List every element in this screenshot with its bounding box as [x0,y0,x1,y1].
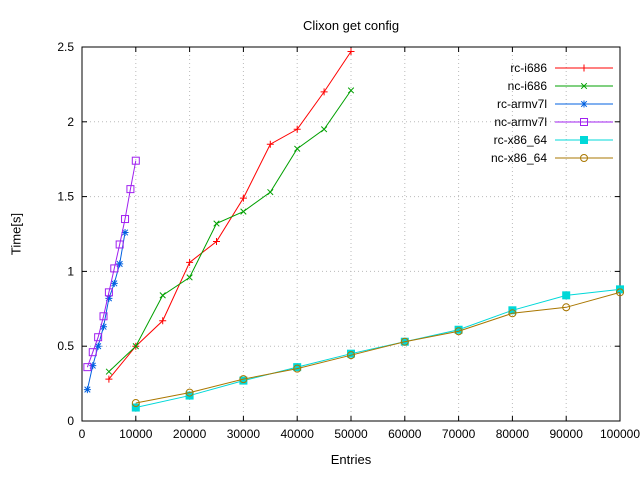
marker-asterisk [83,386,91,394]
x-axis-label: Entries [330,452,372,467]
marker-cross [267,188,274,196]
legend-entry-rc-armv7l: rc-armv7l [497,97,613,111]
marker-circle-open [562,303,571,312]
marker-square-filled [580,136,588,144]
x-tick-label: 70000 [442,427,476,441]
chart-title: Clixon get config [302,18,400,33]
marker-square-open [115,240,124,249]
series-line-rc-x86_64 [135,288,621,409]
marker-square-open [83,363,92,372]
marker-asterisk [105,294,113,302]
marker-asterisk [100,323,108,331]
legend-label: nc-armv7l [494,115,547,129]
marker-circle-open [454,327,463,336]
x-tick-label: 30000 [227,427,261,441]
marker-square-open [110,264,119,273]
marker-plus [186,258,194,266]
y-tick-label: 1.5 [57,190,74,204]
x-tick-label: 10000 [119,427,153,441]
y-tick-label: 0 [67,414,74,428]
marker-cross [105,368,113,375]
marker-circle-open [508,309,517,318]
series-rc-x86_64 [131,285,624,412]
marker-asterisk [116,260,124,268]
marker-asterisk [110,279,118,287]
marker-square-open [131,156,140,165]
marker-cross [159,292,166,299]
x-tick-label: 20000 [173,427,207,441]
series-nc-armv7l [83,156,140,372]
x-tick-label: 50000 [334,427,368,441]
marker-cross [186,274,193,281]
marker-circle-open [131,399,140,408]
marker-asterisk [121,229,129,237]
marker-circle-open [616,288,624,297]
x-tick-label: 60000 [388,427,422,441]
series-line-nc-armv7l [86,160,137,368]
x-tick-label: 100000 [600,427,640,441]
legend-entry-nc-i686: nc-i686 [508,79,613,93]
marker-square-filled [131,403,140,412]
y-tick-label: 0.5 [57,339,74,353]
marker-asterisk [94,342,102,350]
marker-square-open [126,185,135,194]
legend-label: rc-x86_64 [494,133,548,147]
legend-entry-nc-x86_64: nc-x86_64 [491,151,613,165]
marker-cross [294,145,301,152]
x-tick-label: 80000 [496,427,530,441]
marker-plus [266,140,274,148]
series-rc-i686 [105,47,355,383]
marker-circle-open [400,337,409,346]
legend-label: rc-i686 [510,61,547,75]
legend-entry-rc-x86_64: rc-x86_64 [494,133,613,147]
marker-circle-open [239,375,248,384]
marker-cross [580,82,588,90]
marker-square-open [121,215,130,224]
series-nc-i686 [105,87,355,375]
marker-cross [320,126,328,133]
marker-plus [105,375,113,383]
marker-square-open [104,288,113,297]
x-tick-label: 0 [79,427,86,441]
marker-square-open [99,312,108,321]
series-line-nc-x86_64 [135,291,621,404]
series-line-rc-i686 [108,51,352,380]
legend-label: rc-armv7l [497,97,547,111]
marker-circle-open [185,388,194,397]
marker-plus [213,237,220,245]
marker-plus [239,194,247,202]
marker-cross [213,220,220,227]
legend-entry-rc-i686: rc-i686 [510,61,613,75]
y-tick-label: 1 [67,264,74,278]
marker-cross [240,208,247,215]
marker-circle-open [347,351,355,360]
marker-circle-open [293,364,302,373]
legend-label: nc-x86_64 [491,151,547,165]
y-axis-label: Time[s] [8,212,24,256]
marker-asterisk [89,362,97,370]
marker-square-filled [562,291,571,300]
marker-plus [347,47,355,55]
series-line-nc-i686 [108,90,352,372]
x-tick-label: 40000 [281,427,315,441]
legend-entry-nc-armv7l: nc-armv7l [494,115,613,129]
marker-square-open [94,333,103,342]
marker-plus [580,64,588,72]
legend-label: nc-i686 [508,79,548,93]
marker-square-open [580,118,588,126]
marker-plus [320,88,328,96]
y-tick-label: 2.5 [57,40,74,54]
marker-circle-open [580,154,588,162]
marker-square-open [88,348,97,357]
marker-cross [132,343,139,350]
series-nc-x86_64 [131,288,624,408]
marker-cross [347,87,355,94]
marker-asterisk [580,100,588,108]
x-tick-label: 90000 [550,427,584,441]
y-tick-label: 2 [67,115,74,129]
marker-plus [293,125,301,133]
marker-plus [159,317,167,325]
